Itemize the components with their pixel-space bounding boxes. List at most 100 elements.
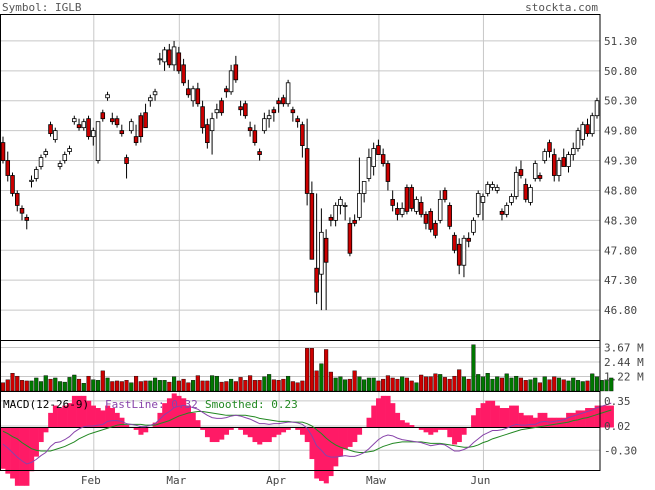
price-tick-label: 47.80 — [604, 244, 637, 257]
volume-bar — [556, 377, 562, 392]
candle-body — [456, 243, 462, 266]
candle-body — [352, 219, 357, 224]
volume-bar — [590, 373, 595, 392]
candle-body — [157, 58, 163, 61]
candle-body — [86, 118, 91, 138]
macd-histogram-bar — [171, 393, 177, 428]
macd-histogram-bar — [200, 427, 206, 430]
volume-bar — [571, 377, 576, 392]
macd-histogram-bar — [404, 422, 410, 428]
candle-body — [399, 208, 405, 215]
macd-histogram-bar — [608, 405, 614, 428]
volume-bar — [134, 375, 139, 392]
macd-histogram-bar — [347, 427, 353, 447]
volume-bar — [328, 371, 333, 392]
macd-histogram-bar — [38, 427, 44, 443]
macd-histogram-bar — [395, 412, 401, 428]
macd-histogram-bar — [338, 427, 344, 457]
volume-bar — [100, 370, 105, 392]
macd-histogram-bar — [157, 412, 163, 428]
macd-histogram-bar — [238, 427, 244, 430]
volume-bar — [504, 373, 509, 392]
candle-body — [570, 148, 576, 155]
volume-bar — [371, 377, 376, 392]
macd-histogram-bar — [119, 417, 125, 428]
macd-histogram-bar — [276, 427, 282, 435]
price-tick-label: 48.80 — [604, 184, 637, 197]
macd-histogram-bar — [209, 427, 215, 443]
volume-bar — [62, 381, 67, 392]
candle-body — [304, 148, 310, 194]
macd-histogram-bar — [376, 398, 382, 428]
volume-bar — [110, 381, 115, 392]
volume-bar — [338, 376, 343, 392]
macd-histogram-bar — [5, 427, 11, 474]
macd-histogram-bar — [461, 427, 467, 435]
volume-bar — [148, 380, 153, 392]
candle-body — [124, 157, 129, 164]
volume-bar — [476, 374, 481, 392]
volume-bar — [490, 378, 495, 392]
volume-bar — [176, 380, 181, 392]
volume-bar — [248, 375, 253, 392]
volume-bar — [604, 379, 609, 392]
candle-body — [309, 193, 315, 260]
macd-histogram-bar — [537, 412, 543, 428]
macd-histogram-bar — [223, 427, 230, 435]
month-tick-label: Jun — [471, 474, 491, 486]
price-tick-label: 46.80 — [604, 304, 637, 317]
volume-bar — [205, 380, 210, 392]
macd-histogram-bar — [24, 427, 30, 486]
macd-histogram-bar — [366, 417, 372, 428]
volume-bar — [15, 375, 20, 392]
volume-bar — [200, 380, 205, 392]
volume-bar — [480, 376, 486, 392]
macd-histogram-bar — [228, 427, 234, 430]
macd-histogram-bar — [309, 427, 315, 460]
volume-bar — [195, 375, 200, 392]
candle-body — [452, 234, 457, 251]
macd-histogram-bar — [385, 395, 391, 428]
macd-histogram-bar — [433, 427, 439, 433]
candle-body — [371, 148, 376, 167]
candle-body — [361, 181, 367, 194]
macd-histogram-bar — [319, 427, 325, 481]
candle-body — [523, 184, 528, 200]
candle-body — [200, 106, 205, 129]
candle-body — [176, 52, 182, 72]
candle-body — [442, 190, 448, 200]
volume-bar — [347, 378, 352, 392]
macd-histogram-bar — [504, 408, 510, 428]
volume-bar — [167, 381, 172, 392]
macd-histogram-bar — [556, 417, 562, 428]
candle-body — [162, 49, 167, 63]
volume-bar — [91, 379, 96, 392]
volume-bar — [537, 382, 543, 392]
macd-histogram-bar — [423, 427, 429, 433]
candle-body — [504, 205, 509, 215]
macd-histogram-bar — [456, 427, 462, 443]
macd-histogram-bar — [29, 427, 35, 472]
volume-bar — [305, 348, 310, 392]
volume-bar — [43, 375, 48, 392]
macd-histogram-bar — [333, 427, 339, 467]
macd-histogram-bar — [599, 405, 605, 428]
candle-body — [380, 154, 386, 164]
candle-body — [181, 64, 186, 84]
candle-body — [395, 208, 400, 215]
volume-bar — [414, 382, 419, 392]
volume-bar — [143, 380, 148, 392]
volume-bar — [153, 377, 158, 392]
volume-bar — [400, 376, 405, 392]
macd-histogram-bar — [380, 395, 386, 428]
candle-body — [295, 118, 300, 123]
candle-body — [95, 121, 101, 161]
volume-bar — [262, 376, 267, 392]
macd-histogram-bar — [62, 405, 68, 428]
candle-body — [262, 118, 267, 132]
volume-bar — [343, 379, 348, 392]
candle-body — [323, 237, 329, 263]
candle-body — [148, 97, 153, 102]
volume-bar — [404, 377, 409, 392]
macd-histogram-bar — [304, 427, 310, 443]
